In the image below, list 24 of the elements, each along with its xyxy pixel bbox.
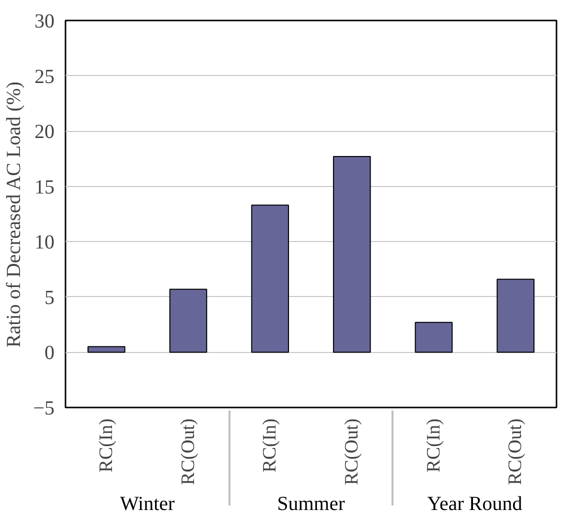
- y-tick-label: 0: [44, 342, 54, 364]
- y-tick-label: 20: [34, 121, 54, 144]
- x-tick-label: RC(Out): [505, 418, 526, 485]
- y-tick-label: 25: [34, 66, 54, 88]
- y-tick-label: −5: [33, 398, 54, 420]
- bar: [251, 204, 289, 353]
- text: Year Round: [427, 493, 522, 515]
- bar: [496, 278, 534, 353]
- y-axis-title: Ratio of Decreased AC Load (%): [3, 82, 26, 348]
- x-tick-label: RC(In): [423, 418, 444, 472]
- text: Summer: [277, 493, 346, 515]
- x-tick-label: RC(In): [96, 418, 117, 472]
- y-tick-label: 30: [34, 10, 54, 32]
- bar: [88, 346, 126, 353]
- text: Winter: [120, 493, 176, 515]
- y-tick-label: 5: [44, 286, 54, 309]
- x-tick-label: RC(Out): [178, 418, 199, 485]
- bar: [169, 288, 208, 353]
- y-tick-label: 15: [34, 176, 54, 198]
- bar: [414, 322, 453, 353]
- x-tick-label: RC(In): [260, 418, 281, 472]
- y-tick-label: 10: [34, 232, 54, 254]
- x-tick-label: RC(Out): [341, 418, 362, 485]
- bar: [333, 156, 371, 353]
